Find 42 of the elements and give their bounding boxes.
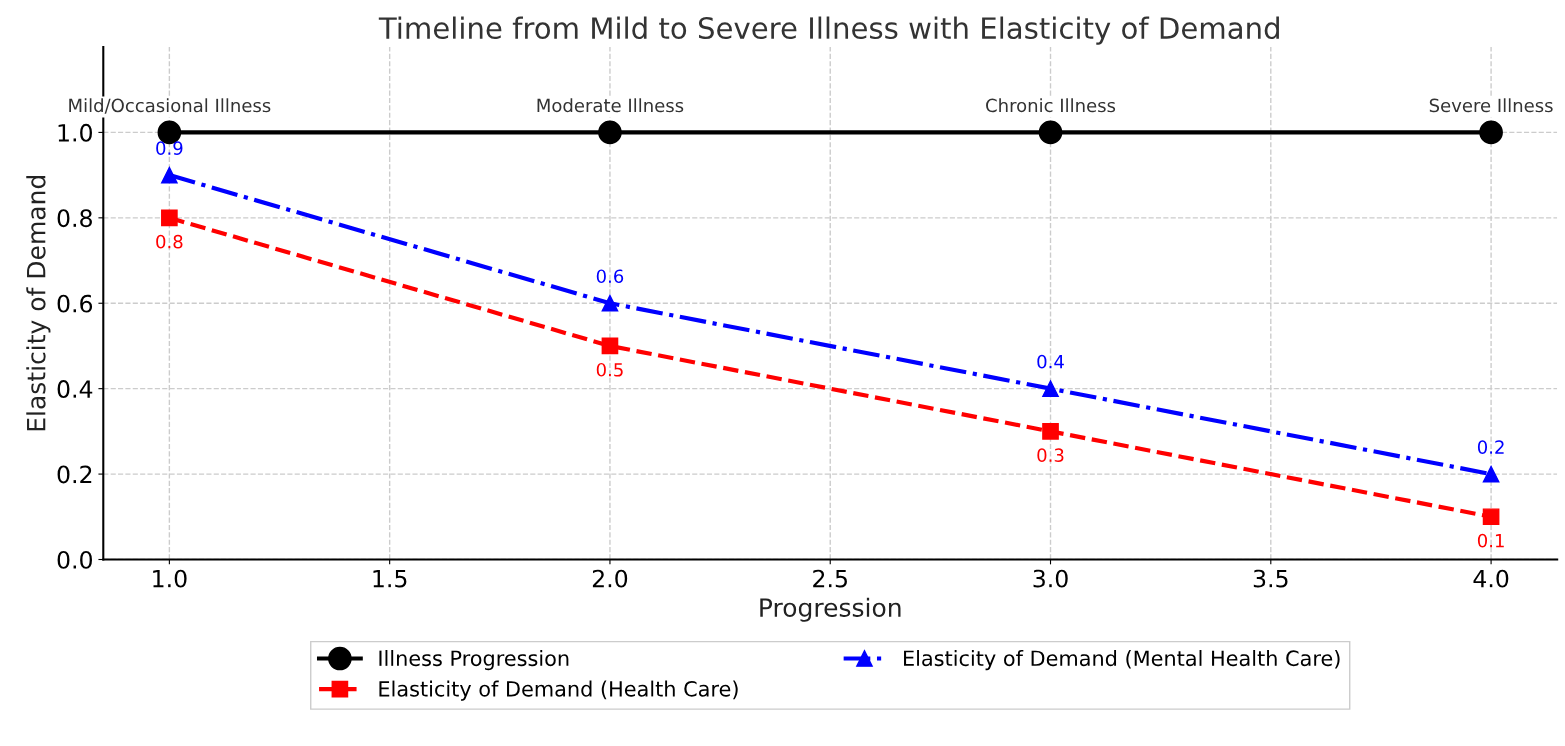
point	[161, 209, 178, 227]
point	[1038, 120, 1063, 145]
data-label: 0.9	[156, 141, 183, 155]
point	[1482, 465, 1500, 483]
point	[1042, 380, 1059, 398]
data-label: 0.3	[1037, 448, 1064, 463]
point	[1479, 120, 1503, 145]
x-tick-label: 1.5	[373, 569, 407, 588]
annotation: Moderate Illness	[537, 98, 684, 113]
legend-label: Elasticity of Demand (Mental Health Care)	[904, 650, 1340, 671]
point	[598, 120, 622, 145]
legend-label: Illness Progression	[379, 650, 569, 671]
y-tick-label: 0.0	[57, 550, 92, 569]
annotation: Severe Illness	[1429, 98, 1553, 113]
x-tick-label: 2.5	[813, 569, 847, 588]
annotation: Mild/Occasional Illness	[69, 98, 271, 114]
y-tick-label: 0.4	[57, 380, 93, 398]
x-tick-label: 2.0	[592, 569, 628, 588]
y-tick-label: 0.6	[57, 294, 93, 313]
data-label: 0.5	[596, 362, 623, 377]
chart-title: Timeline from Mild to Severe Illness with Elasticity of Demand	[378, 16, 1279, 45]
x-tick-label: 4.0	[1473, 569, 1509, 588]
x-axis-title: Progression	[760, 597, 901, 622]
point	[1482, 508, 1500, 526]
annotation: Chronic Illness	[986, 98, 1116, 113]
data-label: 0.6	[596, 269, 624, 284]
point	[601, 294, 619, 312]
point	[601, 337, 619, 355]
data-label: 0.4	[1037, 354, 1064, 369]
y-tick-label: 1.0	[58, 123, 92, 142]
point	[1042, 423, 1059, 440]
data-label: 0.1	[1477, 533, 1504, 548]
x-tick-label: 3.0	[1033, 569, 1068, 588]
y-tick-label: 0.2	[57, 465, 92, 484]
legend-label: Elasticity of Demand (Health Care)	[379, 680, 738, 701]
y-tick-label: 0.8	[57, 209, 92, 228]
data-label: 0.2	[1477, 440, 1504, 454]
x-tick-label: 3.5	[1253, 569, 1288, 588]
y-axis-title: Elasticity of Demand	[26, 175, 51, 431]
data-label: 0.8	[156, 234, 183, 249]
point	[161, 166, 178, 184]
x-tick-label: 1.0	[153, 569, 187, 588]
